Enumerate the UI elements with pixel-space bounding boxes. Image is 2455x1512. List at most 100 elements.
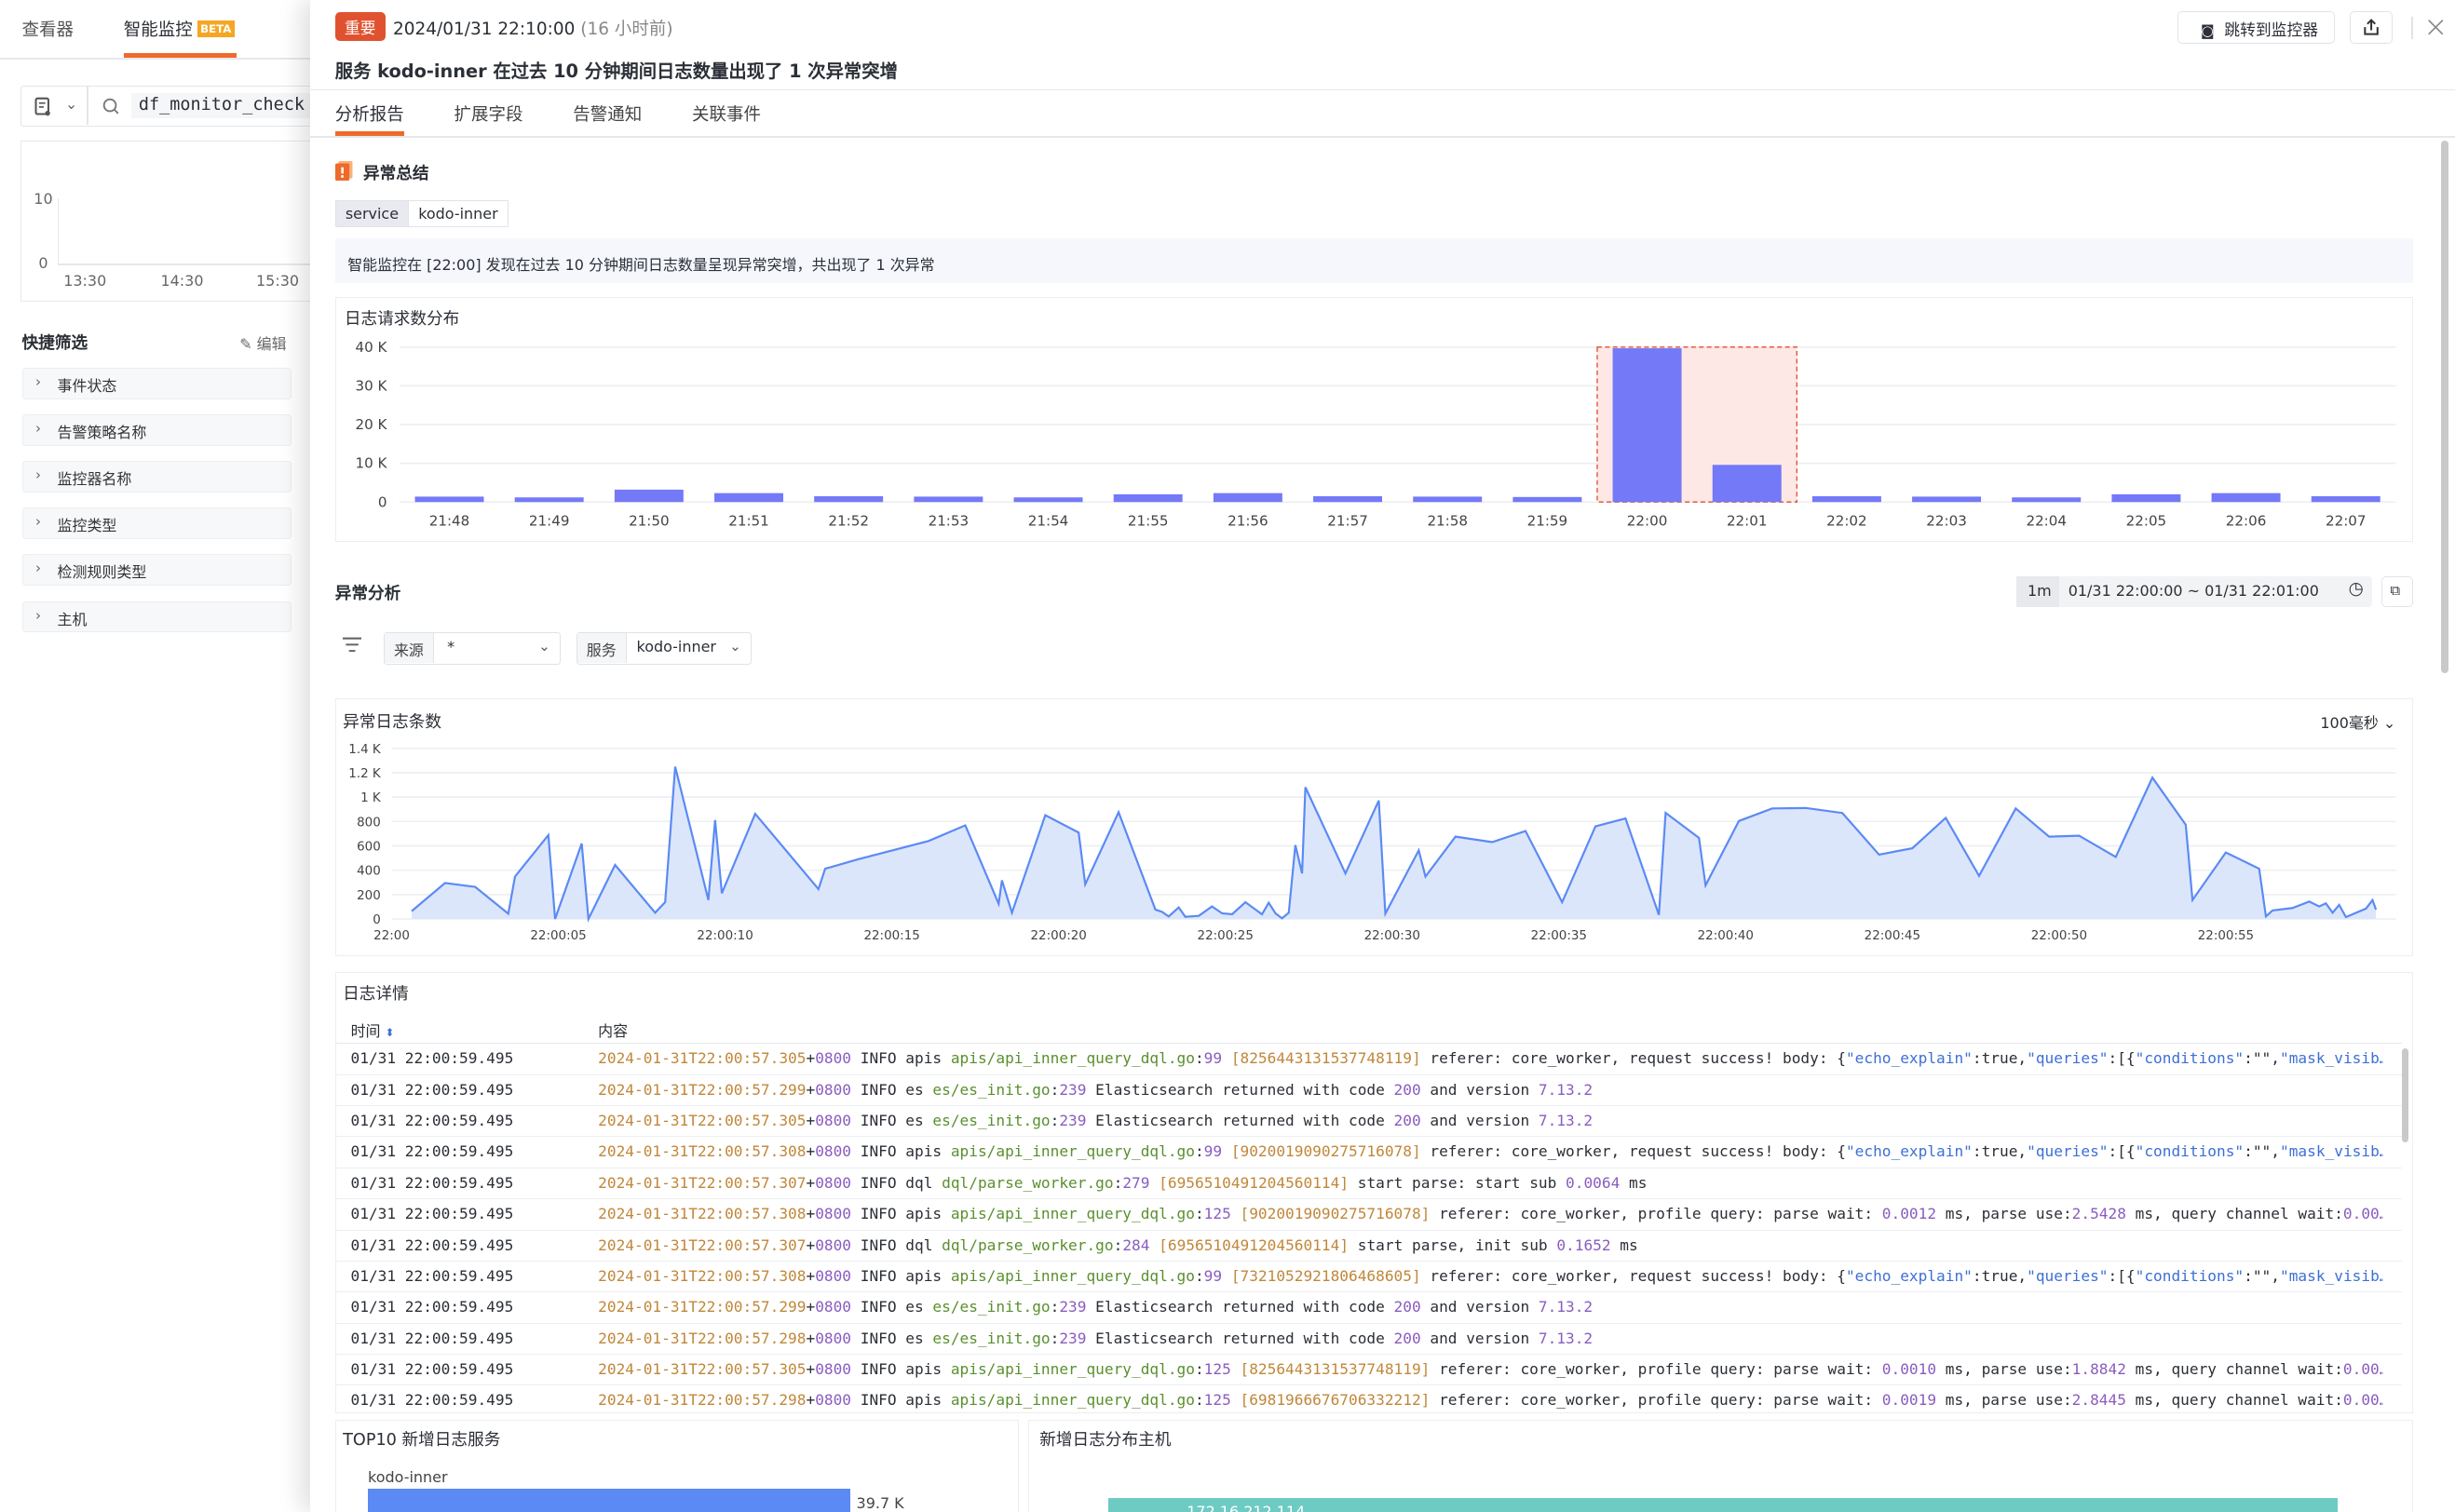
log-row[interactable]: 01/31 22:00:59.495 2024-01-31T22:00:57.29… bbox=[334, 1075, 2402, 1107]
x-tick-label: 21:56 bbox=[1228, 513, 1268, 530]
log-token: "queries" bbox=[2027, 1142, 2109, 1161]
log-token: + bbox=[806, 1173, 816, 1192]
bar-22:01[interactable] bbox=[1712, 465, 1782, 503]
bar-21:49[interactable] bbox=[514, 497, 584, 503]
log-row[interactable]: 01/31 22:00:59.495 2024-01-31T22:00:57.30… bbox=[334, 1044, 2402, 1075]
bar-22:03[interactable] bbox=[1911, 496, 1981, 503]
log-token: 7.13.2 bbox=[1538, 1112, 1594, 1130]
tab-analysis-report[interactable]: 分析报告 bbox=[334, 105, 404, 126]
host-block[interactable]: 172.16.212.114 bbox=[1108, 1497, 2338, 1512]
document-icon[interactable] bbox=[34, 97, 52, 117]
log-row[interactable]: 01/31 22:00:59.495 2024-01-31T22:00:57.30… bbox=[334, 1355, 2402, 1386]
bar-22:05[interactable] bbox=[2111, 494, 2181, 503]
sort-icon[interactable]: ⬍ bbox=[385, 1026, 395, 1040]
bar-21:57[interactable] bbox=[1312, 496, 1382, 503]
series-line bbox=[411, 765, 2377, 923]
log-token: : bbox=[1050, 1298, 1060, 1316]
quick-filter-item[interactable]: › 事件状态 bbox=[21, 368, 292, 399]
quick-filter-item[interactable]: › 检测规则类型 bbox=[21, 554, 292, 587]
chevron-right-icon: › bbox=[34, 513, 42, 531]
log-token: : bbox=[1194, 1049, 1204, 1068]
search-box[interactable]: ⌄ df_monitor_check bbox=[20, 86, 334, 128]
quick-filter-item[interactable]: › 监控类型 bbox=[21, 507, 292, 539]
log-token: 0.00… bbox=[2342, 1359, 2383, 1378]
service-bar[interactable] bbox=[368, 1488, 850, 1512]
log-token: :true, bbox=[1972, 1142, 2028, 1161]
bar-21:50[interactable] bbox=[614, 490, 684, 503]
log-row[interactable]: 01/31 22:00:59.495 2024-01-31T22:00:57.29… bbox=[334, 1324, 2402, 1355]
log-token bbox=[1231, 1360, 1241, 1378]
service-select[interactable]: 服务 kodo-inner ⌄ bbox=[576, 632, 752, 666]
source-select[interactable]: 来源 * ⌄ bbox=[383, 632, 561, 666]
bar-22:04[interactable] bbox=[2011, 497, 2081, 503]
search-input[interactable]: df_monitor_check bbox=[130, 93, 319, 119]
edit-button[interactable]: ✎ 编辑 bbox=[239, 331, 286, 354]
x-tick: 14:30 bbox=[160, 271, 204, 290]
bar-21:48[interactable] bbox=[414, 496, 484, 503]
filter-icon[interactable] bbox=[343, 637, 362, 653]
log-row[interactable]: 01/31 22:00:59.495 2024-01-31T22:00:57.30… bbox=[334, 1137, 2402, 1168]
divider bbox=[334, 1042, 2402, 1045]
log-token bbox=[1149, 1236, 1159, 1254]
tab-viewer[interactable]: 查看器 bbox=[21, 20, 74, 41]
quick-filter-item[interactable]: › 告警策略名称 bbox=[21, 414, 292, 446]
alert-icon bbox=[334, 161, 353, 182]
bar-21:54[interactable] bbox=[1013, 497, 1083, 503]
log-content: 2024-01-31T22:00:57.305+0800 INFO apis a… bbox=[598, 1044, 2382, 1073]
chevron-right-icon: › bbox=[34, 420, 42, 438]
tab-related-events[interactable]: 关联事件 bbox=[692, 105, 761, 126]
bar-21:56[interactable] bbox=[1213, 493, 1282, 503]
close-icon[interactable] bbox=[2427, 19, 2444, 35]
x-tick-label: 22:04 bbox=[2026, 513, 2067, 530]
bar-21:58[interactable] bbox=[1412, 496, 1482, 503]
log-row[interactable]: 01/31 22:00:59.495 2024-01-31T22:00:57.30… bbox=[334, 1231, 2402, 1262]
log-token: INFO es bbox=[851, 1080, 933, 1099]
column-header-time[interactable]: 时间 ⬍ bbox=[351, 1019, 395, 1041]
bar-22:06[interactable] bbox=[2211, 493, 2281, 503]
log-row[interactable]: 01/31 22:00:59.495 2024-01-31T22:00:57.30… bbox=[334, 1168, 2402, 1200]
log-row[interactable]: 01/31 22:00:59.495 2024-01-31T22:00:57.30… bbox=[334, 1262, 2402, 1293]
quick-filter-item[interactable]: › 主机 bbox=[21, 601, 292, 633]
x-tick-label: 22:07 bbox=[2326, 513, 2367, 530]
time-range-picker[interactable]: 1m 01/31 22:00:00 ~ 01/31 22:01:00 ◷ bbox=[2016, 575, 2372, 608]
drawer-scrollbar[interactable] bbox=[2440, 141, 2449, 673]
x-tick-label: 21:52 bbox=[828, 513, 869, 530]
log-token: [6956510491204560114] bbox=[1159, 1173, 1350, 1192]
log-row[interactable]: 01/31 22:00:59.495 2024-01-31T22:00:57.29… bbox=[334, 1292, 2402, 1324]
bar-21:53[interactable] bbox=[914, 496, 983, 503]
log-token: referer: core_worker, request success! b… bbox=[1420, 1142, 1846, 1161]
log-time: 01/31 22:00:59.495 bbox=[350, 1205, 514, 1223]
hosts-title: 新增日志分布主机 bbox=[1039, 1431, 1172, 1451]
share-button[interactable] bbox=[2350, 10, 2393, 45]
x-tick-label: 21:49 bbox=[529, 513, 570, 530]
bar-22:07[interactable] bbox=[2311, 496, 2380, 503]
logs-scrollbar[interactable] bbox=[2401, 1048, 2408, 1143]
log-token: dql/parse_worker.go bbox=[942, 1173, 1114, 1192]
bar-21:55[interactable] bbox=[1113, 494, 1183, 503]
bar-21:59[interactable] bbox=[1512, 497, 1582, 503]
tab-extended-fields[interactable]: 扩展字段 bbox=[454, 105, 523, 126]
chevron-right-icon: › bbox=[34, 373, 42, 391]
x-tick-label: 22:05 bbox=[2125, 513, 2166, 530]
bar-21:52[interactable] bbox=[813, 496, 883, 503]
log-row[interactable]: 01/31 22:00:59.495 2024-01-31T22:00:57.30… bbox=[334, 1106, 2402, 1138]
quick-filter-item[interactable]: › 监控器名称 bbox=[21, 461, 292, 493]
bar-22:00[interactable] bbox=[1612, 348, 1682, 503]
log-token: 2024-01-31T22:00:57.305 bbox=[598, 1359, 807, 1378]
area-chart: 0 200 400 600 800 1 K 1.2 K 1.4 K 22:00 22:00:05 2… bbox=[348, 743, 2396, 943]
external-link-button[interactable]: ⧉ bbox=[2380, 575, 2413, 608]
log-token: 0.0010 bbox=[1881, 1359, 1937, 1378]
interval-select[interactable]: 100毫秒 ⌄ bbox=[2320, 710, 2395, 733]
bar-22:02[interactable] bbox=[1811, 496, 1881, 503]
x-tick-label: 21:54 bbox=[1028, 513, 1069, 530]
log-row[interactable]: 01/31 22:00:59.495 2024-01-31T22:00:57.30… bbox=[334, 1199, 2402, 1231]
log-row[interactable]: 01/31 22:00:59.495 2024-01-31T22:00:57.29… bbox=[335, 1385, 2402, 1409]
tab-alert-notification[interactable]: 告警通知 bbox=[573, 105, 643, 126]
tab-smart-monitor[interactable]: 智能监控 BETA bbox=[124, 17, 235, 41]
chevron-down-icon[interactable]: ⌄ bbox=[64, 94, 78, 113]
time-range-value: 01/31 22:00:00 ~ 01/31 22:01:00 bbox=[2068, 582, 2319, 601]
log-token: INFO apis bbox=[851, 1359, 951, 1378]
chevron-right-icon: › bbox=[34, 466, 42, 484]
jump-to-monitor-button[interactable]: ◙ 跳转到监控器 bbox=[2177, 10, 2335, 45]
bar-21:51[interactable] bbox=[713, 493, 783, 503]
